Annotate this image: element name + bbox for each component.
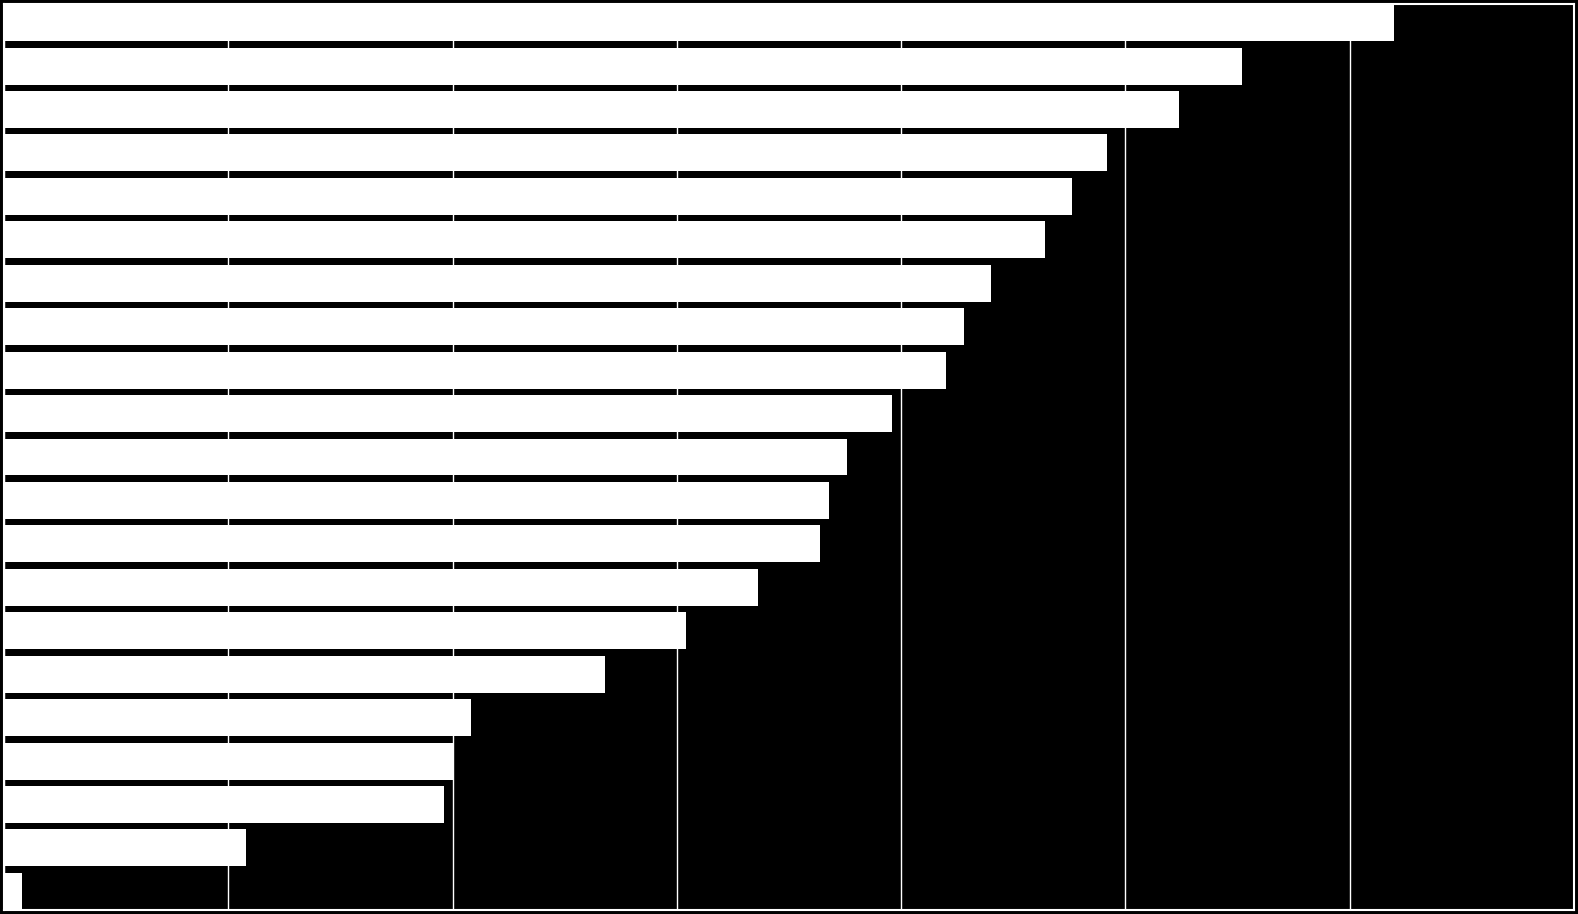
Bar: [5, 655, 604, 693]
Bar: [5, 482, 830, 519]
Bar: [5, 134, 1108, 172]
Bar: [5, 308, 964, 345]
Bar: [5, 439, 847, 475]
Bar: [5, 873, 22, 909]
Bar: [5, 526, 821, 562]
Bar: [5, 5, 1395, 41]
Bar: [5, 830, 246, 866]
Bar: [5, 786, 443, 823]
Bar: [5, 352, 945, 388]
Bar: [5, 48, 1242, 84]
Bar: [5, 699, 470, 736]
Bar: [5, 221, 1045, 259]
Bar: [5, 178, 1071, 215]
Bar: [5, 265, 991, 302]
Bar: [5, 569, 757, 606]
Bar: [5, 395, 892, 432]
Bar: [5, 91, 1179, 128]
Bar: [5, 612, 686, 649]
Bar: [5, 742, 453, 780]
